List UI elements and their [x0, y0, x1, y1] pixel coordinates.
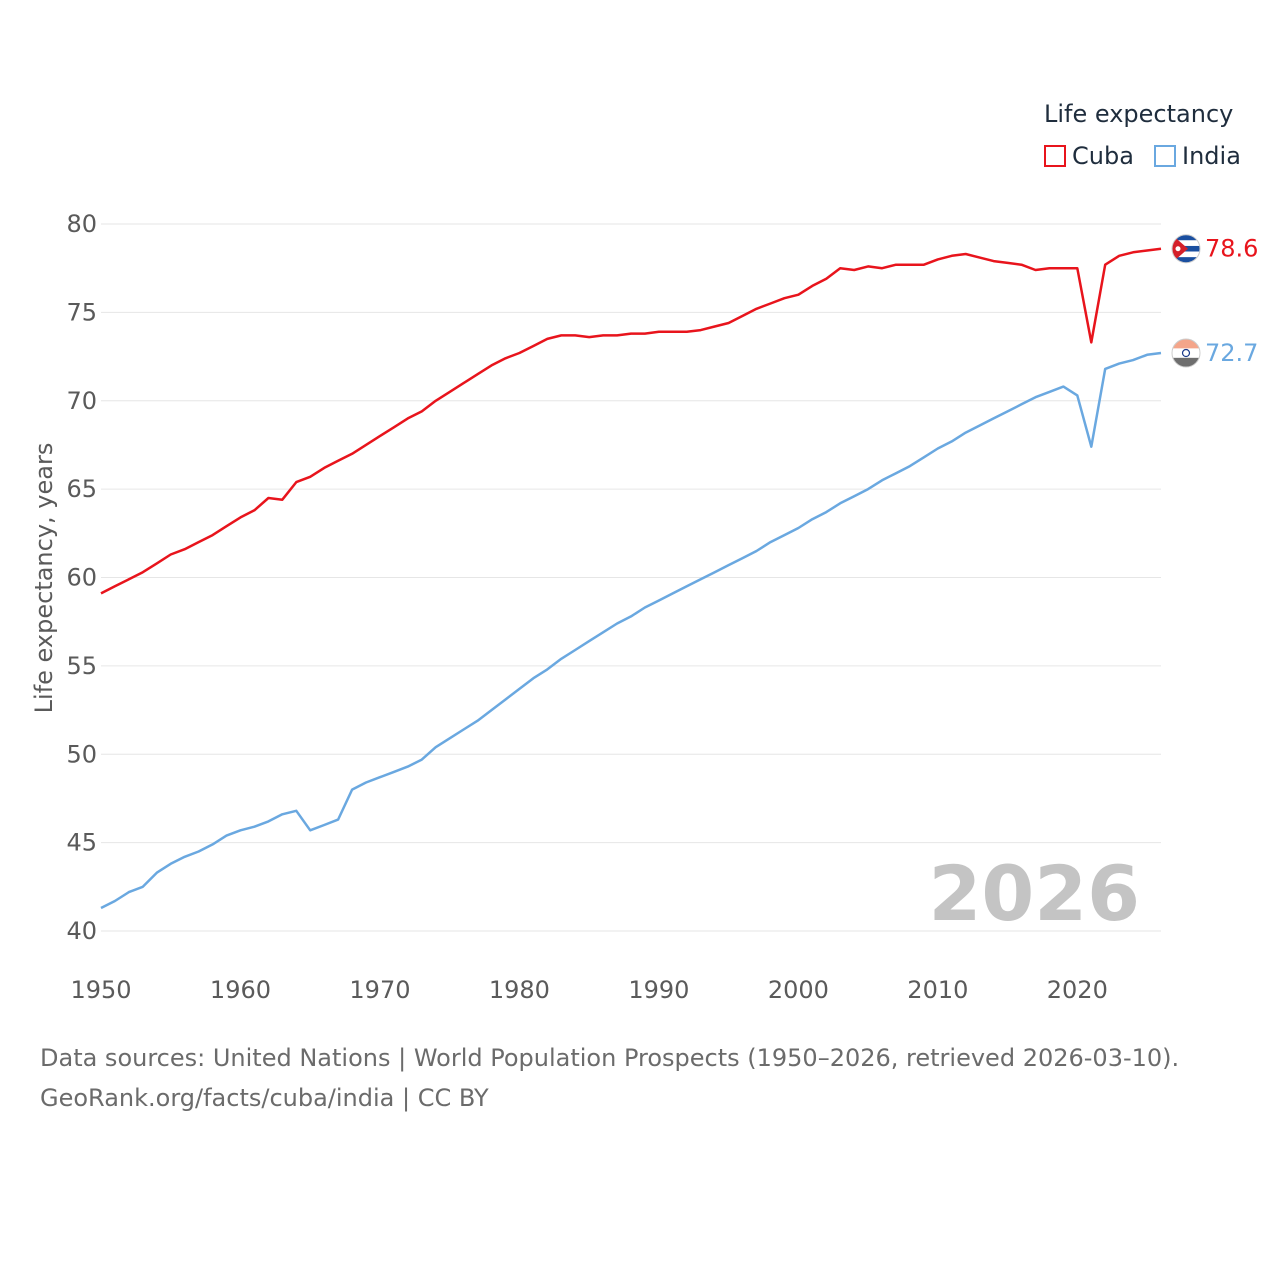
flag-star — [1175, 246, 1181, 252]
legend-swatch-cuba — [1044, 145, 1066, 167]
end-markers: 78.6 72.7 — [1171, 234, 1258, 368]
flag-stripe — [1172, 234, 1200, 241]
y-tick-label: 50 — [66, 740, 97, 768]
flag-stripe — [1172, 357, 1200, 368]
flag-cuba-icon — [1171, 234, 1201, 264]
legend-title: Life expectancy — [1044, 100, 1234, 128]
x-axis-ticks: 1950 1960 1970 1980 1990 2000 2010 2020 — [70, 976, 1107, 1004]
y-tick-label: 55 — [66, 652, 97, 680]
grid-lines — [101, 223, 1161, 932]
end-value-label-cuba: 78.6 — [1205, 235, 1258, 263]
x-tick-label: 1960 — [210, 976, 271, 1004]
y-axis-ticks: 40 45 50 55 60 65 70 75 80 — [66, 210, 97, 945]
legend-item-cuba[interactable]: Cuba — [1044, 142, 1134, 170]
year-watermark: 2026 — [928, 849, 1140, 938]
y-tick-label: 40 — [66, 917, 97, 945]
x-tick-label: 1980 — [489, 976, 550, 1004]
flag-india-icon — [1171, 338, 1201, 368]
y-axis-label: Life expectancy, years — [30, 443, 58, 714]
flag-stripe — [1172, 251, 1200, 258]
x-tick-label: 1990 — [628, 976, 689, 1004]
flag-body — [1172, 234, 1200, 263]
flag-border — [1171, 234, 1201, 264]
flag-stripe — [1172, 257, 1200, 263]
x-tick-label: 2010 — [907, 976, 968, 1004]
flag-body — [1172, 339, 1200, 368]
legend-label-india: India — [1182, 142, 1241, 170]
legend-swatch-india — [1154, 145, 1176, 167]
flag-border — [1171, 338, 1201, 368]
source-link[interactable]: GeoRank.org/facts/cuba/india | CC BY — [40, 1084, 489, 1112]
end-value-label-india: 72.7 — [1205, 339, 1258, 367]
y-tick-label: 70 — [66, 387, 97, 415]
flag-stripe — [1172, 348, 1200, 358]
series-line-cuba — [100, 247, 1162, 595]
x-tick-label: 1950 — [70, 976, 131, 1004]
series-line-india — [100, 351, 1162, 910]
x-tick-label: 2020 — [1047, 976, 1108, 1004]
x-tick-label: 2000 — [768, 976, 829, 1004]
legend-item-india[interactable]: India — [1154, 142, 1241, 170]
legend-label-cuba: Cuba — [1072, 142, 1134, 170]
source-text: Data sources: United Nations | World Pop… — [40, 1044, 1180, 1072]
series-lines — [100, 247, 1162, 910]
x-tick-label: 1970 — [349, 976, 410, 1004]
y-tick-label: 60 — [66, 564, 97, 592]
y-tick-label: 65 — [66, 475, 97, 503]
flag-chakra — [1181, 348, 1191, 358]
flag-stripe — [1172, 240, 1200, 246]
y-tick-label: 80 — [66, 210, 97, 238]
y-tick-label: 45 — [66, 829, 97, 857]
y-tick-label: 75 — [66, 298, 97, 326]
flag-stripe — [1172, 339, 1200, 349]
